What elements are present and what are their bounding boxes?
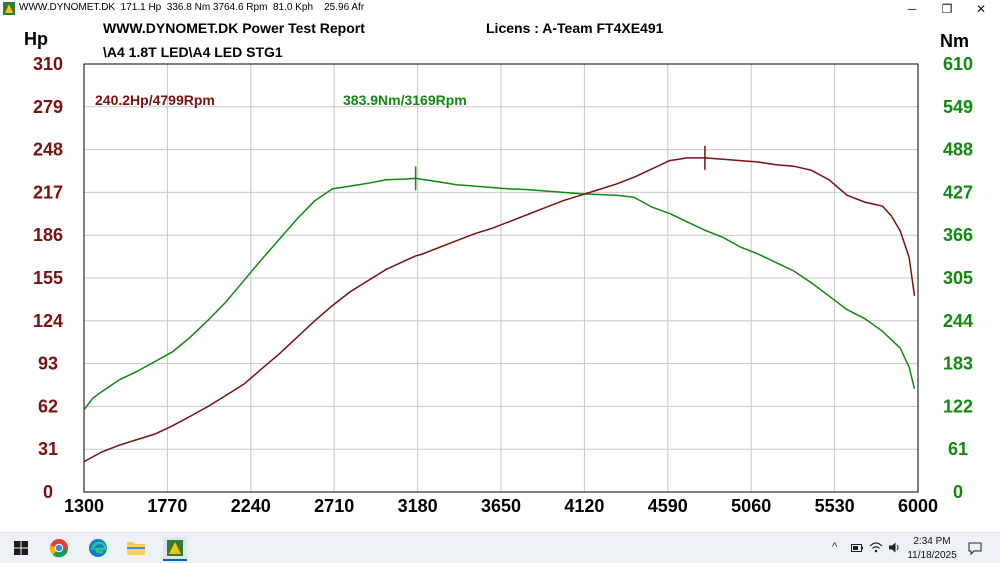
- dyno-chart: WWW.DYNOMET.DK Power Test Report Licens …: [0, 18, 1000, 532]
- hp-tick-label: 310: [33, 54, 63, 74]
- clock-time[interactable]: 2:34 PM: [913, 536, 951, 547]
- rpm-tick-label: 5530: [815, 496, 855, 516]
- rpm-tick-label: 5060: [731, 496, 771, 516]
- rpm-tick-label: 3650: [481, 496, 521, 516]
- rpm-tick-label: 2240: [231, 496, 271, 516]
- dynomet-taskbar-icon[interactable]: [163, 537, 187, 561]
- nm-tick-label: 0: [953, 482, 963, 502]
- notification-icon[interactable]: [968, 542, 982, 555]
- minimize-icon: ─: [907, 2, 917, 16]
- rpm-tick-label: 6000: [898, 496, 938, 516]
- hp-tick-label: 31: [38, 439, 58, 459]
- hp-tick-label: 186: [33, 225, 63, 245]
- power-curve: [83, 157, 916, 463]
- nm-axis-ticks: 0 61 122 183 244 305 366 427 488 549 610: [943, 54, 973, 502]
- torque-curve: [83, 177, 916, 411]
- chrome-icon[interactable]: [47, 537, 71, 559]
- window-title: WWW.DYNOMET.DK 171.1 Hp 336.8 Nm 3764.6 …: [19, 2, 365, 13]
- nm-tick-label: 488: [943, 140, 973, 160]
- rpm-tick-label: 1300: [64, 496, 104, 516]
- licens-label: Licens : A-Team FT4XE491: [486, 20, 664, 36]
- file-path: \A4 1.8T LED\A4 LED STG1: [103, 44, 283, 60]
- battery-icon[interactable]: [851, 543, 863, 553]
- show-hidden-icons-button[interactable]: ^: [832, 541, 838, 553]
- nm-tick-label: 366: [943, 225, 973, 245]
- rpm-tick-label: 3180: [398, 496, 438, 516]
- rpm-tick-label: 4590: [648, 496, 688, 516]
- volume-icon[interactable]: [888, 541, 900, 554]
- hp-tick-label: 248: [33, 140, 63, 160]
- hp-tick-label: 62: [38, 396, 58, 416]
- report-header: WWW.DYNOMET.DK Power Test Report: [103, 20, 365, 36]
- rpm-tick-label: 1770: [147, 496, 187, 516]
- close-icon: ✕: [975, 2, 987, 16]
- edge-icon[interactable]: [86, 537, 110, 559]
- dynomet-app-icon: [3, 2, 15, 15]
- hp-tick-label: 124: [33, 311, 63, 331]
- hp-unit-label: Hp: [24, 29, 48, 49]
- peak-torque-label: 383.9Nm/3169Rpm: [343, 92, 467, 108]
- hp-tick-label: 217: [33, 182, 63, 202]
- nm-tick-label: 61: [948, 439, 968, 459]
- restore-icon: ❐: [941, 2, 953, 16]
- rpm-tick-label: 2710: [314, 496, 354, 516]
- hp-tick-label: 0: [43, 482, 53, 502]
- nm-tick-label: 549: [943, 97, 973, 117]
- taskbar: ^ 2:34 PM 11/18/2025: [0, 532, 1000, 563]
- nm-tick-label: 305: [943, 268, 973, 288]
- hp-tick-label: 279: [33, 97, 63, 117]
- windows-start-icon[interactable]: [9, 537, 33, 559]
- minimize-button[interactable]: ─: [897, 0, 927, 18]
- peak-power-label: 240.2Hp/4799Rpm: [95, 92, 215, 108]
- nm-tick-label: 610: [943, 54, 973, 74]
- window-title-bar[interactable]: WWW.DYNOMET.DK 171.1 Hp 336.8 Nm 3764.6 …: [0, 0, 1000, 18]
- nm-tick-label: 122: [943, 396, 973, 416]
- hp-tick-label: 93: [38, 354, 58, 374]
- nm-tick-label: 244: [943, 311, 973, 331]
- nm-tick-label: 183: [943, 354, 973, 374]
- wifi-icon[interactable]: [869, 541, 883, 553]
- clock-date[interactable]: 11/18/2025: [907, 550, 957, 561]
- hp-tick-label: 155: [33, 268, 63, 288]
- nm-tick-label: 427: [943, 182, 973, 202]
- close-button[interactable]: ✕: [966, 0, 996, 18]
- rpm-axis-ticks: 1300 1770 2240 2710 3180 3650 4120 4590 5060 5530…: [64, 496, 938, 516]
- restore-button[interactable]: ❐: [932, 0, 962, 18]
- rpm-tick-label: 4120: [564, 496, 604, 516]
- plot-area-frame: [83, 63, 919, 493]
- file-explorer-icon[interactable]: [124, 537, 148, 559]
- hp-axis-ticks: 0 31 62 93 124 155 186 217 248 279 310: [33, 54, 63, 502]
- nm-unit-label: Nm: [940, 31, 969, 51]
